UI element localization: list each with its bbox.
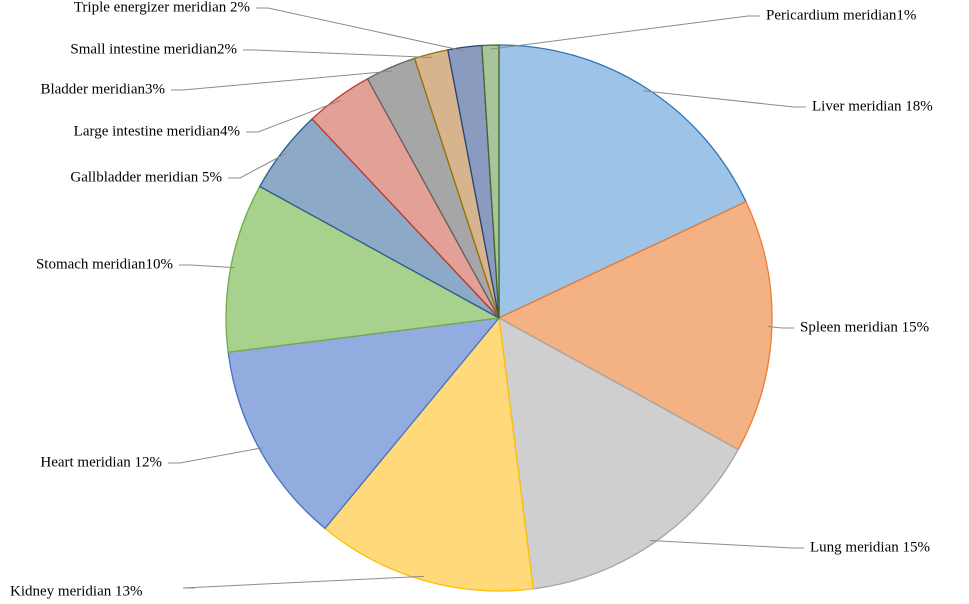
leader-line (490, 15, 760, 50)
leader-line (650, 539, 804, 549)
pie-slice (324, 316, 534, 592)
slice-label: Heart meridian 12% (40, 454, 162, 470)
leader-line (182, 575, 424, 589)
slice-label: Lung meridian 15% (810, 539, 930, 555)
slice-label: Bladder meridian3% (40, 81, 165, 97)
slice-label: Spleen meridian 15% (800, 319, 929, 335)
leader-line (243, 49, 433, 58)
leader-line (168, 447, 264, 464)
slice-label: Pericardium meridian1% (766, 7, 916, 23)
leader-line (767, 325, 794, 329)
slice-label: Triple energizer meridian 2% (74, 0, 250, 15)
pie-slice (481, 44, 500, 319)
leader-line (179, 264, 235, 269)
pie-slice (498, 316, 740, 590)
pie-slice (227, 317, 501, 530)
pie-slice (498, 44, 747, 320)
slice-label: Gallbladder meridian 5% (70, 169, 222, 185)
pie-slice (225, 185, 502, 353)
leader-line (171, 70, 393, 91)
leader-line (228, 152, 287, 179)
slice-label: Kidney meridian 13% (10, 583, 142, 599)
leader-line (643, 90, 806, 108)
leader-line (256, 7, 466, 52)
slice-label: Liver meridian 18% (812, 98, 933, 114)
leader-line (246, 99, 342, 133)
slice-label: Large intestine meridian4% (74, 123, 240, 139)
slice-label: Small intestine meridian2% (70, 41, 237, 57)
slice-label: Stomach meridian10% (36, 256, 173, 272)
